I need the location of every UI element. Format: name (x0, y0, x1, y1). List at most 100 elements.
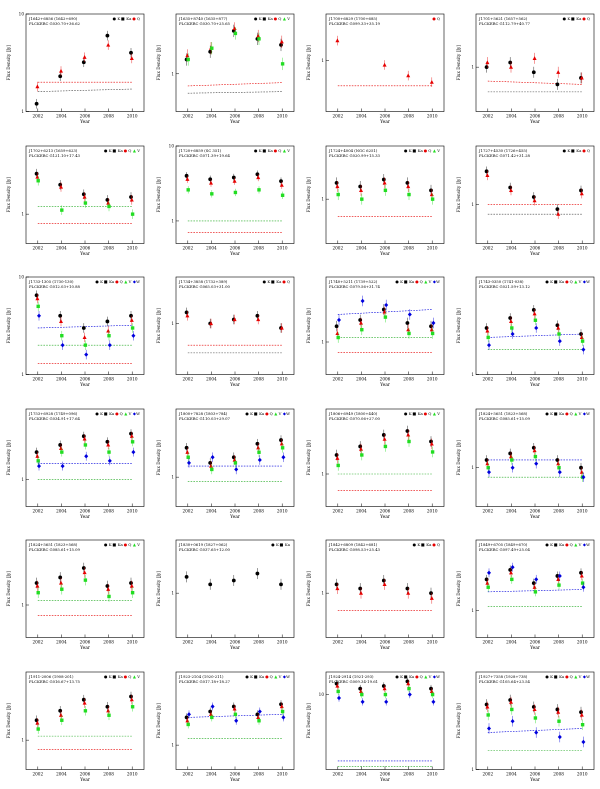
x-tick-label: 2004 (56, 640, 67, 645)
x-tick-label: 2002 (332, 771, 343, 776)
legend-label-W: W (436, 674, 440, 679)
data-point-K-4 (579, 570, 583, 575)
x-tick-label: 2006 (80, 245, 91, 250)
data-point-Q-0 (35, 296, 40, 301)
legend: Q●Ka■K● (263, 279, 290, 284)
legend-label-Q: Q (570, 279, 573, 284)
series-V (486, 315, 585, 346)
data-point-V-2 (233, 712, 238, 716)
data-point-V-3 (557, 583, 561, 587)
data-point-K-2 (81, 326, 86, 330)
x-axis-label: Year (529, 383, 541, 388)
legend-label-Ka: Ka (576, 148, 582, 153)
data-point-K-3 (555, 323, 560, 328)
legend-symbol-V: ▲ (574, 542, 578, 547)
x-tick-label: 2004 (356, 640, 367, 645)
data-point-Q-4 (429, 327, 434, 332)
legend-label-V: V (136, 148, 140, 153)
legend-label-K: K (567, 16, 570, 21)
data-point-V-0 (186, 187, 190, 192)
plot-frame (475, 276, 595, 375)
legend-label-V: V (578, 542, 582, 547)
panel-title: J1642+6856 (1642+690) (28, 16, 78, 21)
legend-label-K: K (100, 411, 103, 416)
data-point-V-0 (336, 192, 340, 196)
data-point-Q-2 (532, 585, 537, 589)
y-axis-label: Flux Density [Jy] (306, 702, 311, 738)
data-point-Q-2 (382, 685, 387, 690)
plot-frame (25, 408, 145, 507)
panel-subtitle: PLCKERC G071.42+31.28 (479, 153, 531, 158)
legend-symbol-Ka: ■ (112, 674, 116, 679)
series-W (187, 451, 286, 474)
data-point-W-1 (60, 342, 65, 348)
data-point-K-3 (255, 441, 260, 446)
legend-symbol-K: ● (271, 542, 275, 547)
panel-title: J1849+6705 (1849+670) (478, 542, 528, 547)
x-tick-label: 2010 (127, 508, 138, 513)
data-point-Q-2 (82, 700, 87, 705)
data-point-K-0 (484, 577, 489, 582)
x-tick-label: 2002 (182, 377, 193, 382)
x-tick-label: 2004 (506, 377, 517, 382)
data-point-K-0 (184, 310, 189, 315)
x-axis-label: Year (79, 383, 91, 388)
x-tick-label: 2004 (206, 640, 217, 645)
legend-label-V: V (578, 279, 582, 284)
x-tick-label: 2006 (230, 114, 241, 119)
legend-symbol-Q: ● (115, 411, 119, 416)
legend: W◆V▲Q●Ka■K● (545, 674, 590, 679)
x-tick-label: 2006 (380, 771, 391, 776)
legend-symbol-Q: ● (424, 411, 428, 416)
data-point-Q-3 (256, 33, 261, 38)
legend-label-Q: Q (570, 674, 573, 679)
data-point-K-1 (208, 460, 213, 465)
data-point-Q-0 (485, 60, 490, 65)
x-tick-label: 2002 (32, 640, 43, 645)
x-axis-label: Year (229, 515, 241, 520)
legend-symbol-Q: ● (274, 16, 278, 21)
data-point-K-0 (484, 457, 489, 462)
x-tick-label: 2008 (403, 771, 414, 776)
x-tick-label: 2006 (380, 245, 391, 250)
legend-symbol-K: ● (545, 674, 549, 679)
chart-panel-19: J1842+6809 (1842+681)PLCKERC G098.53+25.… (306, 539, 445, 651)
data-point-V-3 (107, 449, 111, 454)
legend: W◆V▲Q●Ka■K● (245, 411, 290, 416)
data-point-V-1 (510, 326, 514, 330)
x-tick-label: 2004 (506, 508, 517, 513)
legend-symbol-Ka: ■ (121, 16, 125, 21)
legend-label-Q: Q (270, 411, 273, 416)
y-tick-label: 1 (171, 474, 174, 479)
legend-label-Ka: Ka (109, 411, 115, 416)
legend-label-Ka: Ka (276, 279, 282, 284)
legend-label-V: V (428, 279, 432, 284)
y-tick-label: 1 (171, 591, 174, 596)
data-point-V-1 (510, 707, 514, 711)
panel-subtitle: PLCKERC G016.67+13.75 (29, 679, 81, 684)
data-point-V-0 (486, 335, 490, 340)
data-point-K-2 (531, 194, 536, 199)
series-K (184, 24, 283, 66)
data-point-Q-0 (485, 704, 490, 709)
x-axis-label: Year (379, 252, 391, 257)
data-point-W-0 (337, 317, 341, 323)
y-axis-label: Flux Density [Jy] (306, 439, 311, 475)
legend-symbol-V: ▲ (274, 674, 278, 679)
data-point-Q-3 (106, 587, 111, 591)
data-point-K-0 (484, 168, 489, 173)
x-tick-label: 2010 (577, 640, 588, 645)
legend-symbol-V: ▲ (433, 411, 437, 416)
data-point-K-2 (81, 60, 86, 65)
data-point-V-3 (107, 204, 111, 208)
legend-symbol-K: ● (245, 411, 249, 416)
legend-symbol-K: ● (113, 16, 117, 21)
legend-label-Q: Q (120, 411, 123, 416)
series-K (484, 305, 583, 339)
legend: Q● (432, 16, 440, 21)
x-tick-label: 2010 (427, 640, 438, 645)
data-point-W-1 (210, 703, 215, 709)
panel-title: J1800+7828 (1803+784) (178, 411, 228, 416)
data-point-V-3 (107, 713, 111, 717)
data-point-Q-1 (359, 187, 363, 192)
